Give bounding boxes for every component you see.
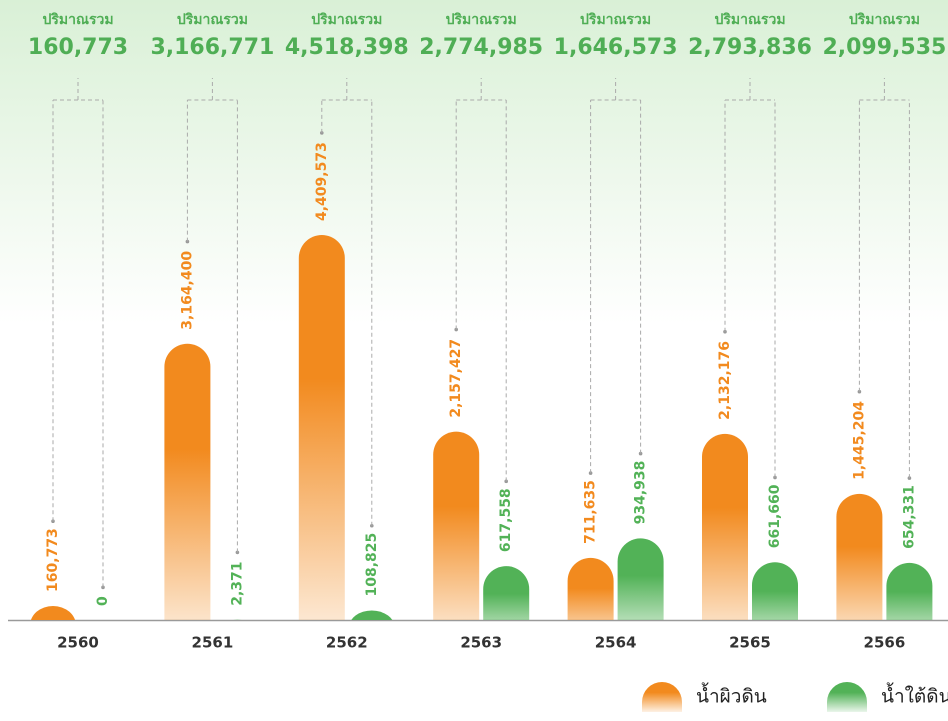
value-label: 0: [95, 596, 111, 606]
bar: [617, 538, 664, 620]
total-value: 160,773: [28, 35, 128, 60]
total-value: 2,099,535: [822, 35, 946, 60]
total-title: ปริมาณรวม: [42, 12, 113, 28]
x-tick-label: 2565: [729, 634, 771, 652]
value-label: 661,660: [767, 484, 783, 548]
value-label: 711,635: [583, 480, 599, 544]
value-label: 2,132,176: [717, 341, 733, 420]
bar: [836, 493, 883, 620]
bar: [886, 562, 933, 620]
total-value: 2,793,836: [688, 35, 812, 60]
total-value: 4,518,398: [285, 35, 409, 60]
legend-label: น้ำผิวดิน: [696, 683, 767, 708]
total-title: ปริมาณรวม: [849, 12, 920, 28]
value-label: 934,938: [633, 461, 649, 525]
bar: [298, 235, 345, 620]
x-tick-label: 2566: [864, 634, 906, 652]
label-dot: [773, 475, 777, 480]
x-tick-label: 2564: [595, 634, 637, 652]
total-title: ปริมาณรวม: [311, 12, 382, 28]
total-title: ปริมาณรวม: [714, 12, 785, 28]
value-label: 617,558: [498, 488, 514, 552]
x-tick-label: 2560: [57, 634, 99, 652]
x-tick-label: 2563: [460, 634, 502, 652]
bar: [233, 619, 242, 620]
bar: [567, 557, 614, 620]
bar: [351, 610, 393, 620]
x-tick-label: 2561: [192, 634, 234, 652]
bar: [483, 566, 530, 620]
bar: [433, 431, 480, 620]
legend-label: น้ำใต้ดิน: [881, 683, 948, 708]
value-label: 654,331: [901, 485, 917, 549]
value-label: 2,157,427: [448, 339, 464, 418]
value-label: 160,773: [45, 528, 61, 592]
label-dot: [857, 389, 862, 394]
value-label: 108,825: [364, 533, 380, 597]
label-dot: [907, 476, 912, 480]
value-label: 3,164,400: [179, 251, 195, 330]
bar: [752, 562, 798, 620]
value-label: 1,445,204: [851, 401, 867, 480]
value-label: 2,371: [229, 561, 245, 605]
total-title: ปริมาณรวม: [580, 12, 651, 28]
x-tick-label: 2562: [326, 634, 368, 652]
total-value: 3,166,771: [150, 35, 274, 60]
value-label: 4,409,573: [314, 142, 330, 221]
bar: [702, 433, 748, 620]
legend-swatch: [827, 682, 867, 712]
total-title: ปริมาณรวม: [177, 12, 248, 28]
total-title: ปริมาณรวม: [446, 12, 517, 28]
legend-swatch: [642, 682, 682, 712]
total-value: 2,774,985: [419, 35, 543, 60]
bar: [164, 343, 211, 620]
bar: [30, 605, 76, 620]
total-value: 1,646,573: [554, 35, 678, 60]
label-dot: [723, 329, 727, 334]
